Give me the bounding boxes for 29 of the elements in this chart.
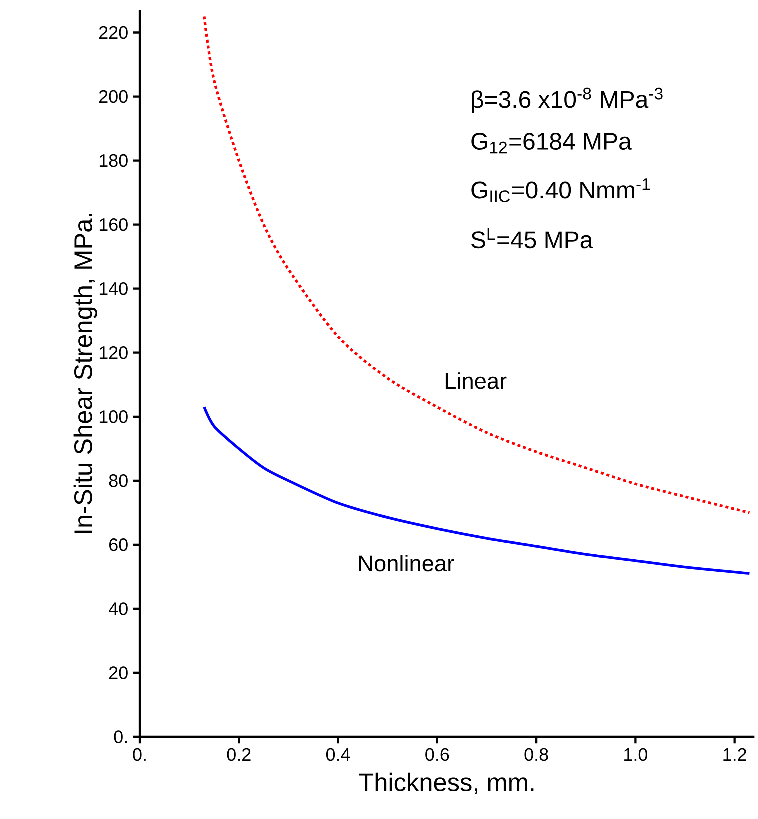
y-tick-label: 180 [100, 154, 128, 168]
annotation: Nonlinear [359, 555, 454, 572]
x-tick-label: 1.0 [624, 748, 648, 762]
x-tick-label: 0.8 [524, 748, 548, 762]
y-tick-label: 140 [100, 282, 128, 296]
line-series [203, 406, 752, 576]
annotation: G$_{IIC}$=0.40 Nmm$^{-1}$ [472, 178, 650, 202]
line-series [203, 15, 752, 514]
x-tick-label: 0.2 [227, 748, 251, 762]
y-tick-label: 120 [100, 346, 128, 360]
annotation: Linear [446, 372, 507, 390]
annotation: β=3.6 x10$^{-8}$ MPa$^{-3}$ [472, 88, 663, 113]
y-tick-label: 0. [114, 730, 127, 744]
y-axis-title: In-Situ Shear Strength, MPa. [74, 214, 98, 534]
y-tick-label: 100 [100, 410, 128, 424]
x-tick-label: 0. [133, 748, 146, 762]
annotation: S$^{L}$=45 MPa [472, 228, 594, 249]
y-tick-label: 80 [109, 474, 128, 488]
x-tick-label: 1.2 [724, 748, 746, 761]
annotation: G$_{12}$=6184 MPa [472, 133, 632, 154]
y-tick-label: 60 [110, 538, 128, 552]
y-tick-label: 20 [110, 666, 128, 680]
y-tick-label: 40 [109, 602, 128, 616]
y-tick-label: 160 [100, 218, 128, 232]
x-tick-label: 0.6 [426, 748, 450, 762]
y-tick-label: 220 [99, 26, 128, 40]
x-axis-title: Thickness, mm. [359, 772, 534, 795]
y-tick-label: 200 [99, 90, 128, 104]
x-tick-label: 0.4 [326, 748, 350, 762]
